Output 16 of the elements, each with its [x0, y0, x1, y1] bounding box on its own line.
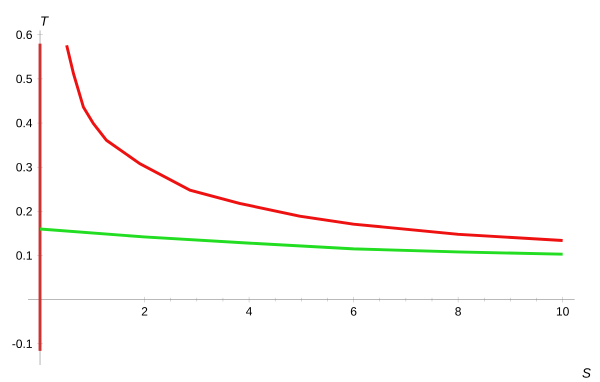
x-tick-label: 10 [556, 307, 569, 316]
y-tick-label: -0.1 [12, 339, 32, 348]
y-tick-label: 0.5 [16, 74, 32, 84]
y-tick-label: 0.2 [16, 207, 32, 216]
y-tick-label: 0.1 [16, 251, 32, 260]
line-series [65, 44, 564, 242]
y-tick-label: 0.6 [16, 30, 32, 39]
y-axis-title: T [41, 16, 49, 26]
x-tick-label: 6 [350, 307, 356, 316]
x-tick-label: 2 [142, 307, 148, 316]
x-axis-title: S [582, 368, 591, 378]
x-tick-label: 8 [455, 307, 461, 316]
line-series [38, 227, 564, 256]
y-tick-label: 0.3 [16, 162, 32, 172]
y-tick-label: 0.4 [16, 118, 32, 128]
x-tick-label: 4 [246, 307, 252, 316]
